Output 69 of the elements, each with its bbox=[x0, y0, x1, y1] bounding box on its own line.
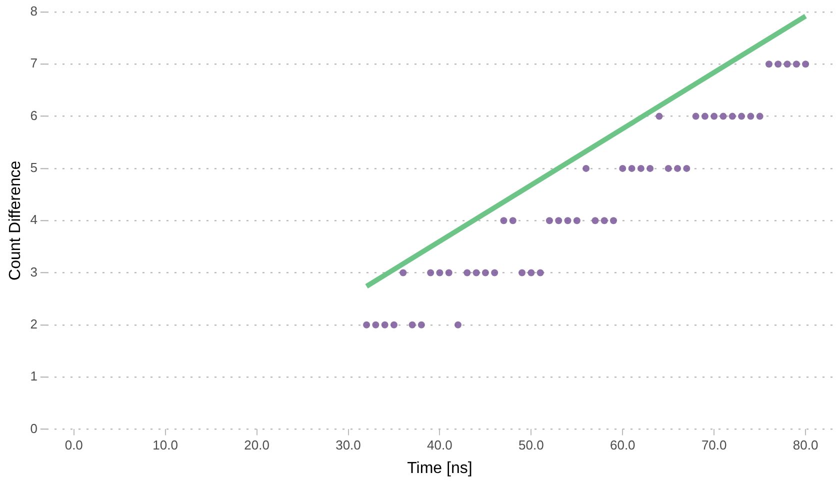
y-tick-label: 6 bbox=[30, 108, 38, 123]
point bbox=[500, 217, 508, 224]
x-axis-title: Time [ns] bbox=[407, 460, 472, 477]
y-tick-label: 1 bbox=[30, 368, 38, 384]
point bbox=[784, 60, 791, 68]
point bbox=[528, 269, 535, 276]
y-axis-title: Count Difference bbox=[7, 160, 24, 280]
point bbox=[765, 60, 772, 68]
point bbox=[381, 321, 388, 328]
point bbox=[555, 217, 562, 224]
point bbox=[482, 269, 489, 276]
point bbox=[600, 217, 608, 224]
point bbox=[619, 164, 626, 172]
point bbox=[802, 60, 810, 68]
point bbox=[692, 112, 700, 120]
point bbox=[427, 269, 434, 276]
y-tick-label: 7 bbox=[30, 56, 38, 71]
x-tick-label: 10.0 bbox=[152, 438, 178, 453]
point bbox=[464, 269, 471, 276]
point bbox=[738, 112, 746, 120]
point bbox=[720, 112, 727, 120]
point bbox=[436, 269, 444, 276]
point bbox=[472, 269, 480, 276]
point bbox=[664, 164, 672, 172]
point bbox=[610, 217, 617, 224]
point bbox=[728, 112, 736, 120]
point bbox=[454, 321, 462, 328]
x-tick-label: 0.0 bbox=[64, 438, 83, 453]
point bbox=[701, 112, 708, 120]
y-tick-label: 2 bbox=[30, 316, 38, 332]
point bbox=[710, 112, 718, 120]
x-tick-label: 50.0 bbox=[518, 438, 544, 453]
y-tick-label: 4 bbox=[30, 212, 38, 228]
point bbox=[564, 217, 572, 224]
x-tick-label: 70.0 bbox=[701, 438, 727, 453]
point bbox=[372, 321, 380, 328]
point bbox=[418, 321, 425, 328]
point bbox=[756, 112, 764, 120]
point bbox=[637, 164, 644, 172]
point bbox=[582, 164, 590, 172]
point bbox=[390, 321, 398, 328]
x-tick-label: 60.0 bbox=[610, 438, 636, 453]
x-tick-label: 30.0 bbox=[336, 438, 361, 453]
point bbox=[363, 321, 370, 328]
point bbox=[408, 321, 416, 328]
point bbox=[491, 269, 498, 276]
x-tick-label: 20.0 bbox=[244, 438, 270, 453]
y-tick-label: 0 bbox=[30, 420, 38, 436]
point bbox=[509, 217, 516, 224]
point bbox=[774, 60, 782, 68]
point bbox=[646, 164, 654, 172]
y-tick-label: 8 bbox=[30, 4, 38, 19]
point bbox=[536, 269, 544, 276]
point bbox=[792, 60, 800, 68]
point bbox=[656, 112, 663, 120]
point bbox=[628, 164, 636, 172]
point bbox=[445, 269, 452, 276]
point bbox=[747, 112, 754, 120]
point bbox=[683, 164, 690, 172]
x-tick-label: 40.0 bbox=[427, 438, 452, 453]
point bbox=[546, 217, 553, 224]
y-tick-label: 3 bbox=[30, 264, 38, 280]
point bbox=[592, 217, 599, 224]
y-tick-label: 5 bbox=[30, 160, 38, 176]
point bbox=[518, 269, 526, 276]
x-tick-label: 80.0 bbox=[792, 438, 818, 453]
point bbox=[674, 164, 682, 172]
point bbox=[573, 217, 580, 224]
point bbox=[400, 269, 407, 276]
